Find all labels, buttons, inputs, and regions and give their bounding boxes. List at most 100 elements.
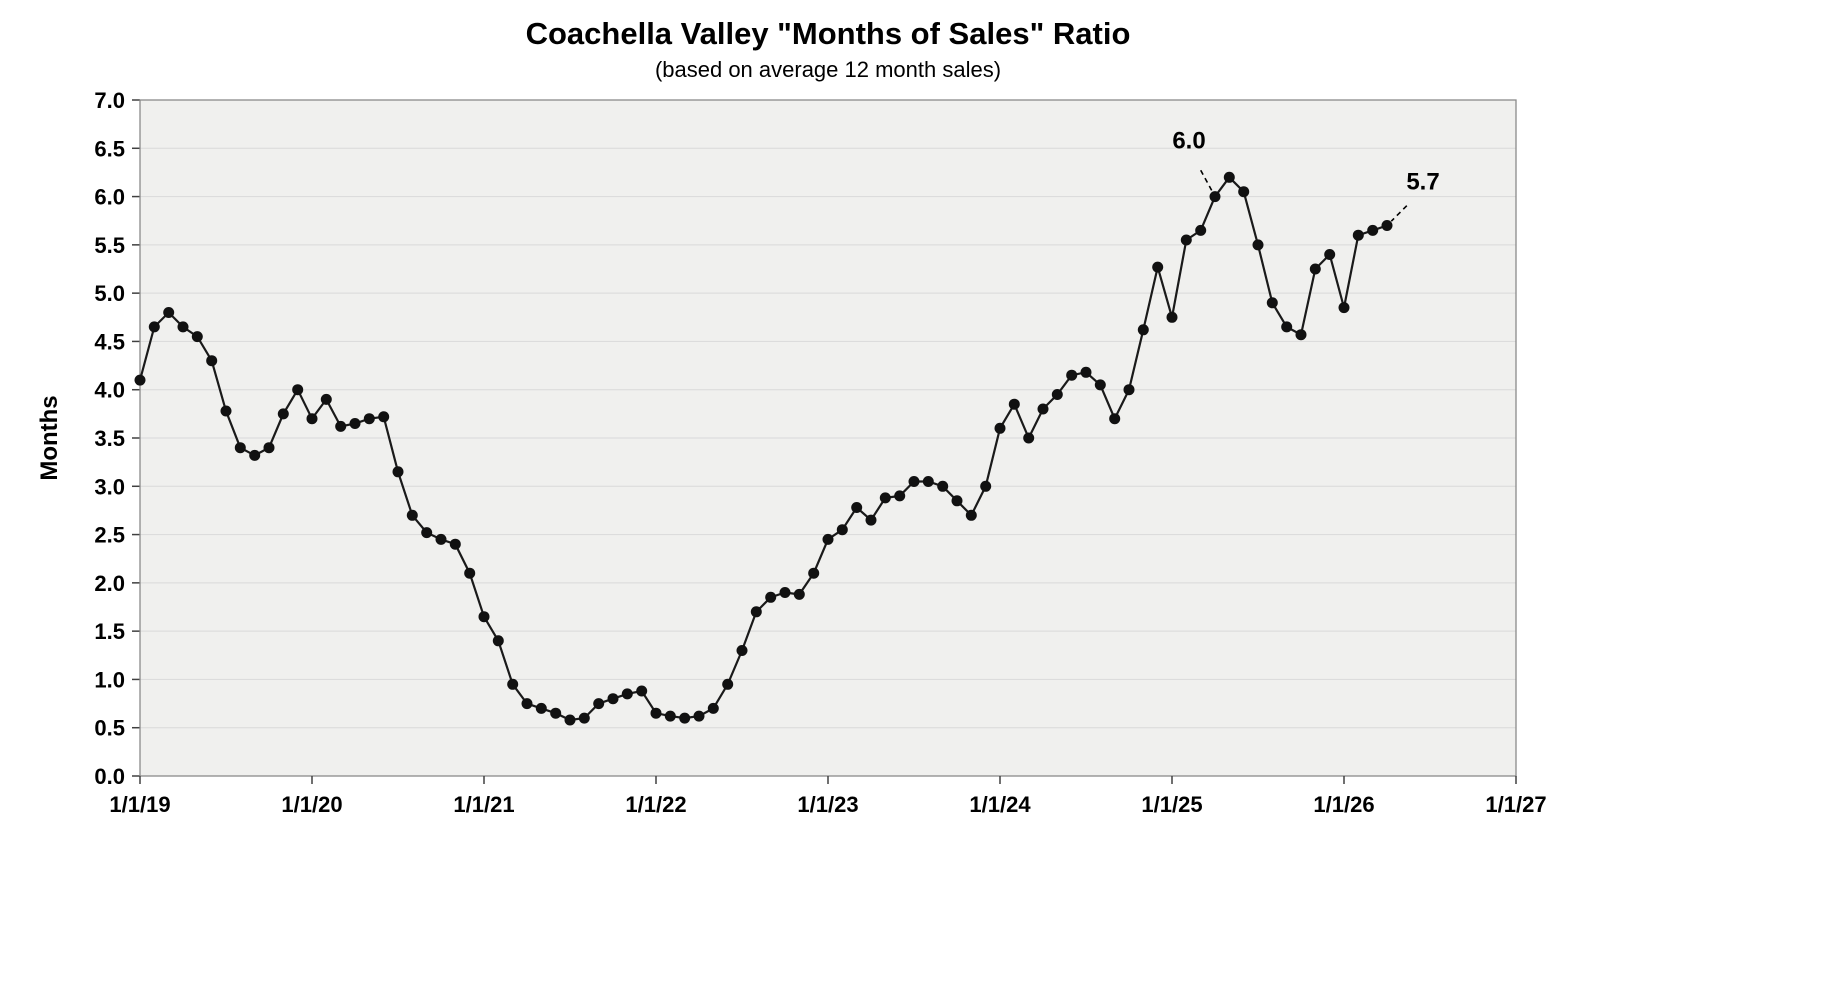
svg-text:1/1/25: 1/1/25 <box>1141 792 1202 817</box>
data-point <box>521 698 533 710</box>
data-point <box>234 442 246 454</box>
data-point <box>1324 249 1336 260</box>
data-point <box>636 685 648 697</box>
data-point <box>249 449 261 461</box>
svg-text:3.0: 3.0 <box>94 474 125 499</box>
data-point <box>1037 403 1049 415</box>
data-point <box>937 480 949 492</box>
svg-text:5.5: 5.5 <box>94 233 125 258</box>
x-axis: 1/1/19 1/1/20 1/1/21 1/1/22 1/1/23 1/1/24 1/1/… <box>109 776 1547 817</box>
data-point <box>320 393 332 405</box>
data-point <box>1195 224 1207 236</box>
data-point <box>1123 384 1135 396</box>
data-point <box>664 710 676 722</box>
data-point <box>191 331 203 343</box>
data-point <box>693 710 705 722</box>
svg-text:3.5: 3.5 <box>94 426 125 451</box>
data-point <box>507 678 519 690</box>
y-axis: 0.00.51.01.52.02.53.03.54.04.55.05.56.06… <box>94 88 1516 789</box>
svg-text:1/1/19: 1/1/19 <box>109 792 170 817</box>
chart-title: Coachella Valley "Months of Sales" Ratio <box>525 16 1131 51</box>
data-point <box>650 707 662 719</box>
svg-text:0.5: 0.5 <box>94 716 125 741</box>
svg-text:6.5: 6.5 <box>94 136 125 161</box>
data-point <box>1109 413 1121 425</box>
svg-text:1/1/23: 1/1/23 <box>797 792 858 817</box>
data-point <box>707 702 719 714</box>
data-point <box>593 698 605 710</box>
data-point <box>220 405 232 417</box>
data-point <box>1209 191 1221 203</box>
svg-text:0.0: 0.0 <box>94 764 125 789</box>
svg-text:6.0: 6.0 <box>94 185 125 210</box>
data-point <box>1352 229 1364 241</box>
data-point <box>1008 398 1020 410</box>
data-point <box>865 514 877 526</box>
data-point <box>349 418 361 429</box>
data-point <box>535 702 547 714</box>
data-point <box>378 411 390 423</box>
data-point <box>263 442 275 454</box>
data-point <box>306 413 318 425</box>
data-point <box>1152 261 1164 273</box>
svg-text:1/1/24: 1/1/24 <box>969 792 1031 817</box>
data-point <box>793 588 805 600</box>
data-point <box>392 466 404 478</box>
data-point <box>736 645 748 656</box>
svg-text:7.0: 7.0 <box>94 88 125 113</box>
annotations: 6.0 5.7 <box>1172 128 1440 222</box>
data-point <box>1266 297 1278 309</box>
svg-text:4.5: 4.5 <box>94 329 125 354</box>
data-point <box>879 492 891 504</box>
svg-text:1.0: 1.0 <box>94 667 125 692</box>
data-point <box>1338 302 1350 314</box>
data-point <box>779 587 791 598</box>
data-point <box>808 567 820 579</box>
data-point <box>965 509 977 521</box>
svg-text:5.0: 5.0 <box>94 281 125 306</box>
svg-text:1/1/21: 1/1/21 <box>453 792 514 817</box>
data-point <box>292 384 304 396</box>
data-point <box>435 533 447 545</box>
data-point <box>148 321 160 333</box>
data-point <box>750 606 762 618</box>
data-point <box>1252 239 1264 251</box>
data-point <box>1051 389 1063 400</box>
annotation-label: 6.0 <box>1172 128 1205 155</box>
data-point <box>421 527 433 539</box>
svg-text:1/1/22: 1/1/22 <box>625 792 686 817</box>
data-point <box>1023 432 1035 444</box>
data-point <box>206 355 218 367</box>
svg-text:1/1/20: 1/1/20 <box>281 792 342 817</box>
data-point <box>163 307 175 318</box>
data-point <box>765 591 777 603</box>
data-point <box>994 422 1006 434</box>
data-point <box>1180 234 1192 246</box>
chart-subtitle: (based on average 12 month sales) <box>654 57 1002 82</box>
data-point <box>492 635 504 647</box>
svg-text:4.0: 4.0 <box>94 378 125 403</box>
data-point <box>1238 186 1250 198</box>
data-point <box>134 374 146 386</box>
data-point <box>177 321 189 333</box>
data-point <box>836 524 848 536</box>
data-point <box>478 611 490 623</box>
data-point <box>449 538 461 550</box>
svg-text:2.0: 2.0 <box>94 571 125 596</box>
svg-text:1/1/26: 1/1/26 <box>1313 792 1374 817</box>
data-point <box>980 480 992 492</box>
data-point <box>822 533 834 545</box>
data-series <box>134 171 1393 726</box>
data-point <box>363 413 375 425</box>
data-point <box>1066 369 1078 381</box>
data-point <box>851 502 863 513</box>
data-point <box>1309 263 1321 275</box>
data-point <box>679 712 691 724</box>
data-point <box>406 509 418 521</box>
data-point <box>1281 321 1293 333</box>
data-point <box>1166 311 1178 323</box>
data-point <box>722 678 734 690</box>
data-point <box>621 688 633 700</box>
data-point <box>1381 220 1393 231</box>
